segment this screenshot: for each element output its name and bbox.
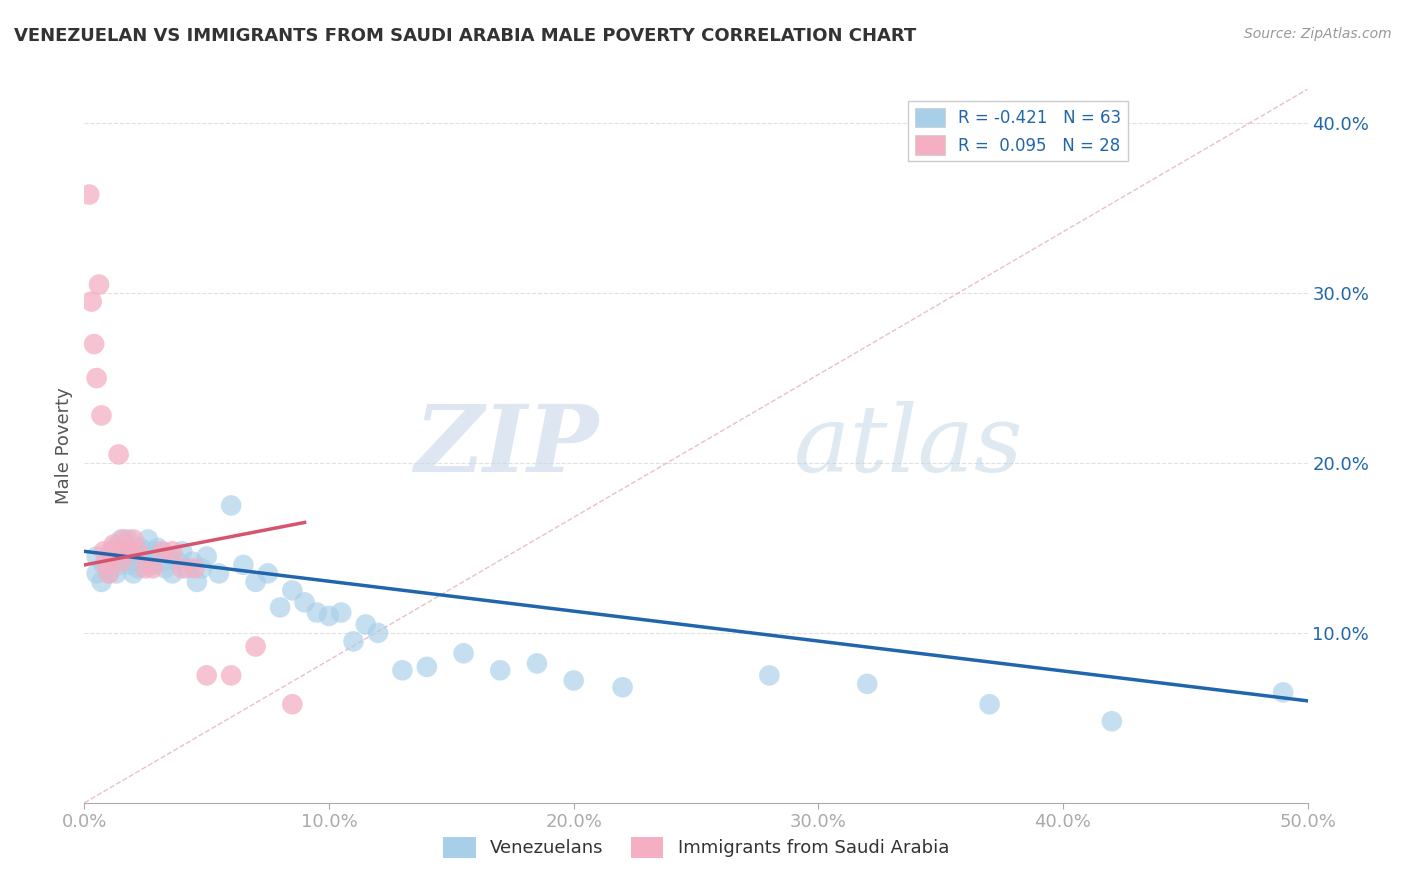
Point [100, 544, 122, 558]
Point [117, 533, 139, 547]
Point [97, 549, 120, 564]
Point [294, 595, 316, 609]
Point [172, 561, 194, 575]
Point [281, 583, 304, 598]
Point [122, 566, 145, 581]
Point [93, 544, 115, 558]
Y-axis label: Male Poverty: Male Poverty [55, 388, 73, 504]
Point [416, 660, 439, 674]
Point [107, 558, 129, 572]
Point [1272, 685, 1295, 699]
Point [117, 544, 139, 558]
Point [90, 409, 112, 423]
Point [269, 600, 291, 615]
Point [152, 544, 174, 558]
Point [103, 537, 125, 551]
Point [305, 606, 328, 620]
Point [96, 558, 118, 572]
Point [183, 561, 205, 575]
Point [115, 541, 138, 555]
Point [195, 549, 218, 564]
Point [172, 544, 194, 558]
Text: atlas: atlas [794, 401, 1024, 491]
Point [181, 555, 204, 569]
Point [153, 561, 176, 575]
Point [1101, 714, 1123, 729]
Point [83, 337, 105, 351]
Point [281, 698, 304, 712]
Point [97, 566, 120, 581]
Text: ZIP: ZIP [413, 401, 598, 491]
Point [122, 544, 145, 558]
Point [86, 566, 108, 581]
Point [318, 608, 340, 623]
Point [112, 549, 135, 564]
Point [191, 561, 214, 575]
Point [142, 558, 165, 572]
Point [127, 561, 149, 575]
Point [159, 549, 181, 564]
Point [132, 555, 155, 569]
Point [87, 277, 110, 292]
Point [391, 663, 413, 677]
Text: Source: ZipAtlas.com: Source: ZipAtlas.com [1244, 27, 1392, 41]
Point [152, 555, 174, 569]
Point [90, 574, 112, 589]
Point [758, 668, 780, 682]
Point [93, 558, 115, 572]
Point [162, 566, 184, 581]
Point [136, 533, 159, 547]
Point [245, 640, 267, 654]
Point [195, 668, 218, 682]
Point [166, 555, 188, 569]
Point [110, 555, 132, 569]
Point [122, 533, 145, 547]
Point [105, 544, 128, 558]
Point [143, 544, 166, 558]
Point [526, 657, 548, 671]
Point [219, 499, 242, 513]
Point [232, 558, 254, 572]
Point [80, 294, 103, 309]
Point [86, 371, 108, 385]
Point [135, 561, 157, 575]
Point [367, 626, 389, 640]
Point [142, 561, 165, 575]
Point [146, 541, 169, 555]
Point [245, 574, 267, 589]
Point [208, 566, 231, 581]
Point [127, 544, 149, 558]
Point [612, 680, 634, 694]
Point [129, 541, 152, 555]
Point [77, 187, 100, 202]
Point [120, 558, 142, 572]
Point [257, 566, 280, 581]
Point [103, 541, 125, 555]
Point [562, 673, 585, 688]
Point [97, 566, 120, 581]
Legend: Venezuelans, Immigrants from Saudi Arabia: Venezuelans, Immigrants from Saudi Arabi… [436, 830, 956, 865]
Point [219, 668, 242, 682]
Point [86, 549, 108, 564]
Point [453, 646, 475, 660]
Point [176, 561, 198, 575]
Point [979, 698, 1001, 712]
Point [110, 533, 132, 547]
Point [107, 448, 129, 462]
Point [354, 617, 377, 632]
Point [186, 574, 208, 589]
Point [125, 549, 148, 564]
Point [330, 606, 353, 620]
Point [342, 634, 364, 648]
Point [489, 663, 512, 677]
Text: VENEZUELAN VS IMMIGRANTS FROM SAUDI ARABIA MALE POVERTY CORRELATION CHART: VENEZUELAN VS IMMIGRANTS FROM SAUDI ARAB… [14, 27, 917, 45]
Point [856, 677, 879, 691]
Point [139, 549, 162, 564]
Point [135, 544, 157, 558]
Point [162, 544, 184, 558]
Point [105, 566, 128, 581]
Point [112, 533, 135, 547]
